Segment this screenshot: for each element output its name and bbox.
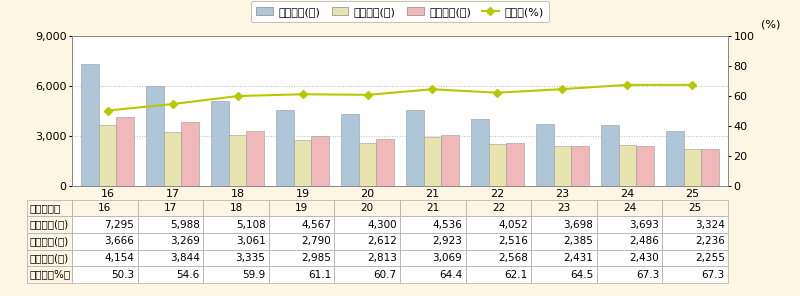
Bar <box>99 125 117 186</box>
Bar <box>636 146 654 186</box>
Bar <box>618 145 636 186</box>
Bar <box>358 143 376 186</box>
Bar <box>701 149 718 186</box>
Bar <box>342 114 358 186</box>
Bar <box>246 131 264 186</box>
Bar <box>311 136 329 186</box>
Bar <box>294 140 311 186</box>
Bar <box>117 117 134 186</box>
Bar <box>164 132 182 186</box>
Bar <box>442 135 458 186</box>
Bar <box>666 131 683 186</box>
Bar <box>424 137 442 186</box>
Bar <box>182 122 199 186</box>
Bar <box>506 143 524 186</box>
Bar <box>146 86 164 186</box>
Bar <box>211 101 229 186</box>
Bar <box>376 139 394 186</box>
Bar <box>601 125 618 186</box>
Legend: 認知件数(件), 検挙件数(件), 検挙人員(人), 検挙率(%): 認知件数(件), 検挙件数(件), 検挙人員(人), 検挙率(%) <box>251 1 549 22</box>
Bar <box>406 110 424 186</box>
Bar <box>554 147 571 186</box>
Bar <box>276 110 294 186</box>
Bar <box>471 118 489 186</box>
Bar <box>229 135 246 186</box>
Bar <box>571 146 589 186</box>
Bar <box>489 144 506 186</box>
Bar <box>683 149 701 186</box>
Text: (%): (%) <box>761 20 780 30</box>
Bar <box>82 64 99 186</box>
Bar <box>536 124 554 186</box>
